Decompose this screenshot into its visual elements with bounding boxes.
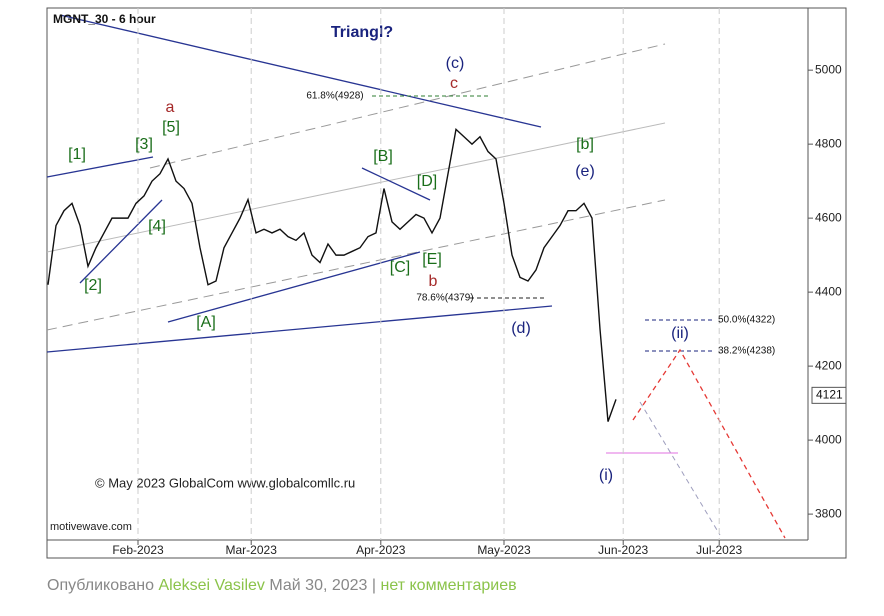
author-link[interactable]: Aleksei Vasilev	[158, 577, 265, 594]
wave-label: (d)	[511, 320, 531, 337]
projection-line	[632, 348, 786, 539]
last-price-box	[811, 386, 847, 404]
fib-label: 38.2%(4238)	[718, 346, 775, 357]
wave-label: [1]	[68, 146, 86, 163]
footer-prefix: Опубликовано	[47, 577, 155, 594]
wave-label: [2]	[84, 277, 102, 294]
x-tick-label: Feb-2023	[112, 543, 164, 557]
last-price-label: 4121	[816, 388, 843, 402]
x-tick-label: Mar-2023	[226, 543, 278, 557]
post-date: Май 30, 2023	[269, 577, 368, 594]
wave-label: c	[450, 75, 458, 92]
comments-link[interactable]: нет комментариев	[380, 577, 517, 594]
y-tick-label: 4600	[815, 210, 842, 224]
chart: MGNT_30 - 6 hour Triangl? © May 2023 Glo…	[46, 7, 847, 559]
trend-line	[59, 14, 542, 128]
fib-label: 78.6%(4379)	[416, 293, 473, 304]
drawings	[46, 14, 786, 539]
trend-line	[167, 251, 421, 323]
channel-line	[46, 122, 666, 253]
chart-frame	[46, 7, 847, 559]
wave-label: [b]	[576, 136, 594, 153]
wave-label: (i)	[599, 467, 613, 484]
price-line	[47, 127, 617, 422]
copyright: © May 2023 GlobalCom www.globalcomllc.ru	[95, 475, 355, 490]
x-tick-label: Apr-2023	[356, 543, 406, 557]
y-tick-label: 4200	[815, 358, 842, 372]
wave-label: a	[166, 99, 175, 116]
wave-label: [B]	[373, 148, 393, 165]
wave-label: [D]	[417, 173, 437, 190]
y-tick-label: 4400	[815, 284, 842, 298]
trend-line	[46, 156, 154, 178]
wave-label: [A]	[196, 314, 216, 331]
trend-line	[46, 305, 553, 353]
wave-label: [5]	[162, 119, 180, 136]
wave-label: [E]	[422, 251, 442, 268]
source: motivewave.com	[50, 521, 132, 533]
trend-line	[361, 167, 431, 201]
chart-subtitle: Triangl?	[331, 24, 393, 41]
y-tick-label: 4000	[815, 432, 842, 446]
chart-title: MGNT_30 - 6 hour	[53, 12, 156, 26]
y-tick-label: 4800	[815, 136, 842, 150]
fib-label: 50.0%(4322)	[718, 315, 775, 326]
y-tick-label: 5000	[815, 62, 842, 76]
x-tick-label: Jul-2023	[696, 543, 742, 557]
trend-line	[79, 199, 163, 284]
wave-label: b	[429, 273, 438, 290]
wave-label: [3]	[135, 136, 153, 153]
x-tick-label: Jun-2023	[598, 543, 648, 557]
projection-line	[639, 401, 721, 536]
wave-label: [C]	[390, 259, 410, 276]
wave-label: (c)	[446, 55, 465, 72]
wave-label: [4]	[148, 218, 166, 235]
x-tick-label: May-2023	[477, 543, 531, 557]
fib-label: 61.8%(4928)	[306, 91, 363, 102]
wave-label: (e)	[575, 163, 595, 180]
channel-line	[46, 199, 666, 331]
wave-label: (ii)	[671, 325, 689, 342]
channel-line	[149, 43, 666, 169]
footer: Опубликовано Aleksei Vasilev Май 30, 202…	[47, 577, 517, 595]
y-tick-label: 3800	[815, 506, 842, 520]
separator: |	[371, 577, 377, 594]
